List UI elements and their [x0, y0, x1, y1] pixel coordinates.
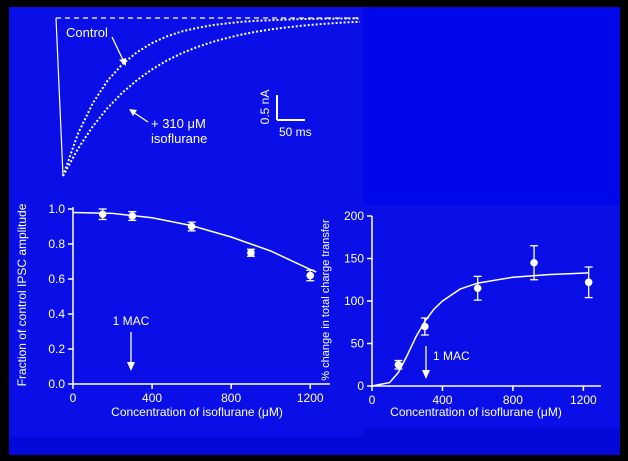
y-tick-label: 100 — [344, 294, 364, 308]
x-tick-label: 0 — [369, 393, 376, 407]
y-tick-label: 1.0 — [48, 202, 65, 216]
data-points — [394, 245, 593, 370]
y-tick-label: 0.4 — [48, 307, 65, 321]
x-tick-label: 0 — [70, 391, 77, 405]
data-point — [247, 248, 255, 257]
x-tick-label: 400 — [432, 393, 452, 407]
y-tick-label: 150 — [344, 252, 364, 266]
control-label: Control — [66, 25, 108, 40]
control-arrowhead — [119, 58, 126, 66]
isoflurane-trace — [62, 20, 361, 177]
scale-bar-time-label: 50 ms — [279, 125, 312, 139]
data-point — [128, 212, 137, 220]
isoflurane-label-line1: + 310 μM — [151, 116, 206, 131]
y-tick-label: 0.6 — [48, 272, 65, 286]
amplitude-chart: 0.0 0.2 0.4 0.6 0.8 1.0 0 400 800 1200 1 MAC Con… — [15, 202, 330, 419]
background-block — [363, 428, 620, 455]
data-point — [584, 278, 593, 287]
mac-arrowhead — [127, 362, 135, 371]
y-tick-label: 0.8 — [48, 237, 65, 251]
isoflurane-arrowhead — [129, 109, 137, 116]
y-tick-label: 0.0 — [48, 377, 65, 391]
data-point — [187, 222, 196, 231]
x-ticks: 0 400 800 1200 — [369, 386, 597, 407]
x-ticks: 0 400 800 1200 — [70, 384, 324, 405]
y-ticks: 0.0 0.2 0.4 0.6 0.8 1.0 — [48, 202, 73, 391]
mac-annotation: 1 MAC — [433, 349, 470, 363]
data-point — [473, 284, 482, 293]
data-point — [394, 360, 403, 369]
x-tick-label: 1200 — [570, 393, 597, 407]
data-point — [530, 258, 538, 267]
charge-transfer-chart: 0 50 100 150 200 0 400 800 1200 1 MAC Concentra… — [320, 209, 601, 419]
background-block — [363, 7, 620, 205]
x-tick-label: 800 — [503, 393, 523, 407]
y-ticks: 0 50 100 150 200 — [344, 209, 372, 393]
control-trace — [62, 17, 361, 177]
ipsc-trace-panel: Control + 310 μM isoflurane 0.5 nA 50 ms — [55, 17, 361, 177]
isoflurane-arrow — [132, 111, 149, 123]
trace-onset-line — [55, 17, 64, 177]
x-tick-label: 1200 — [297, 391, 324, 405]
fit-curve — [371, 272, 589, 387]
y-axis-label: Fraction of control IPSC amplitude — [15, 203, 29, 386]
data-point — [421, 322, 429, 331]
y-tick-label: 50 — [351, 337, 365, 351]
control-arrow — [111, 36, 125, 63]
y-axis-label: % change in total charge transfer — [320, 219, 332, 381]
y-tick-label: 0 — [357, 379, 364, 393]
fit-curve — [72, 211, 317, 273]
data-points — [98, 208, 315, 282]
scale-bar-amplitude-label: 0.5 nA — [258, 90, 272, 125]
mac-arrowhead — [422, 370, 430, 379]
x-tick-label: 400 — [142, 391, 162, 405]
x-axis-label: Concentration of isoflurane (μM) — [390, 405, 562, 419]
data-point — [306, 271, 315, 280]
isoflurane-label-line2: isoflurane — [151, 131, 207, 146]
y-tick-label: 200 — [344, 209, 364, 223]
x-tick-label: 800 — [221, 391, 241, 405]
data-point — [98, 210, 107, 219]
y-tick-label: 0.2 — [48, 342, 65, 356]
mac-annotation: 1 MAC — [113, 314, 150, 328]
x-axis-label: Concentration of isoflurane (μM) — [111, 405, 283, 419]
